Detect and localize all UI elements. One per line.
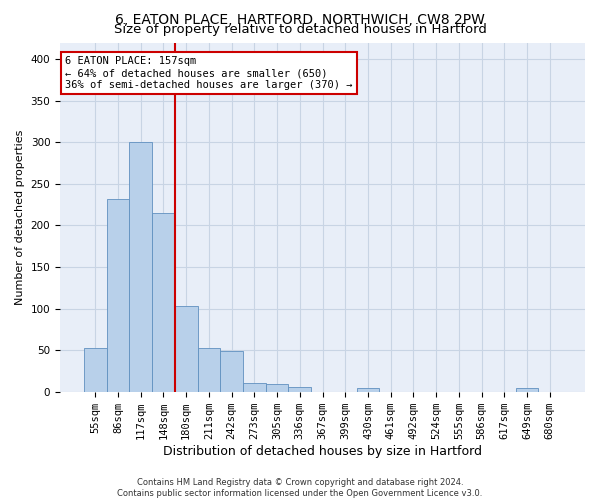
Bar [356, 388, 379, 392]
Y-axis label: Number of detached properties: Number of detached properties [15, 130, 25, 305]
Text: Contains HM Land Registry data © Crown copyright and database right 2024.
Contai: Contains HM Land Registry data © Crown c… [118, 478, 482, 498]
Bar [152, 213, 175, 392]
X-axis label: Distribution of detached houses by size in Hartford: Distribution of detached houses by size … [163, 444, 482, 458]
Bar [130, 142, 152, 392]
Bar [175, 306, 197, 392]
Bar [266, 384, 289, 392]
Bar [289, 386, 311, 392]
Bar [220, 351, 243, 392]
Bar [84, 348, 107, 392]
Bar [107, 199, 130, 392]
Bar [197, 348, 220, 392]
Bar [515, 388, 538, 392]
Text: 6 EATON PLACE: 157sqm
← 64% of detached houses are smaller (650)
36% of semi-det: 6 EATON PLACE: 157sqm ← 64% of detached … [65, 56, 353, 90]
Bar [243, 384, 266, 392]
Text: Size of property relative to detached houses in Hartford: Size of property relative to detached ho… [113, 22, 487, 36]
Text: 6, EATON PLACE, HARTFORD, NORTHWICH, CW8 2PW: 6, EATON PLACE, HARTFORD, NORTHWICH, CW8… [115, 12, 485, 26]
